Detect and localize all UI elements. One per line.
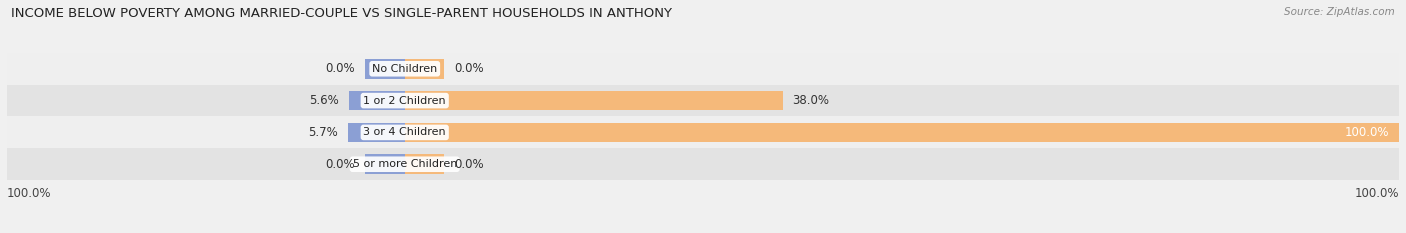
Text: 100.0%: 100.0% — [1344, 126, 1389, 139]
Text: 100.0%: 100.0% — [7, 186, 52, 199]
Bar — [405, 154, 444, 174]
Bar — [366, 59, 405, 79]
Bar — [7, 85, 1399, 116]
Text: 5.7%: 5.7% — [308, 126, 337, 139]
Text: 0.0%: 0.0% — [325, 62, 354, 75]
Bar — [7, 116, 1399, 148]
Bar — [349, 91, 405, 110]
Text: 3 or 4 Children: 3 or 4 Children — [363, 127, 446, 137]
Bar — [349, 123, 405, 142]
Text: 0.0%: 0.0% — [325, 158, 354, 171]
Bar — [7, 148, 1399, 180]
Bar — [405, 59, 444, 79]
Text: Source: ZipAtlas.com: Source: ZipAtlas.com — [1284, 7, 1395, 17]
Bar — [366, 154, 405, 174]
Text: INCOME BELOW POVERTY AMONG MARRIED-COUPLE VS SINGLE-PARENT HOUSEHOLDS IN ANTHONY: INCOME BELOW POVERTY AMONG MARRIED-COUPL… — [11, 7, 672, 20]
Text: 1 or 2 Children: 1 or 2 Children — [363, 96, 446, 106]
Bar — [405, 123, 1399, 142]
Bar — [405, 91, 783, 110]
Text: 0.0%: 0.0% — [454, 158, 484, 171]
Bar — [7, 53, 1399, 85]
Text: 38.0%: 38.0% — [793, 94, 830, 107]
Text: 100.0%: 100.0% — [1354, 186, 1399, 199]
Text: 5 or more Children: 5 or more Children — [353, 159, 457, 169]
Text: No Children: No Children — [373, 64, 437, 74]
Text: 5.6%: 5.6% — [309, 94, 339, 107]
Text: 0.0%: 0.0% — [454, 62, 484, 75]
